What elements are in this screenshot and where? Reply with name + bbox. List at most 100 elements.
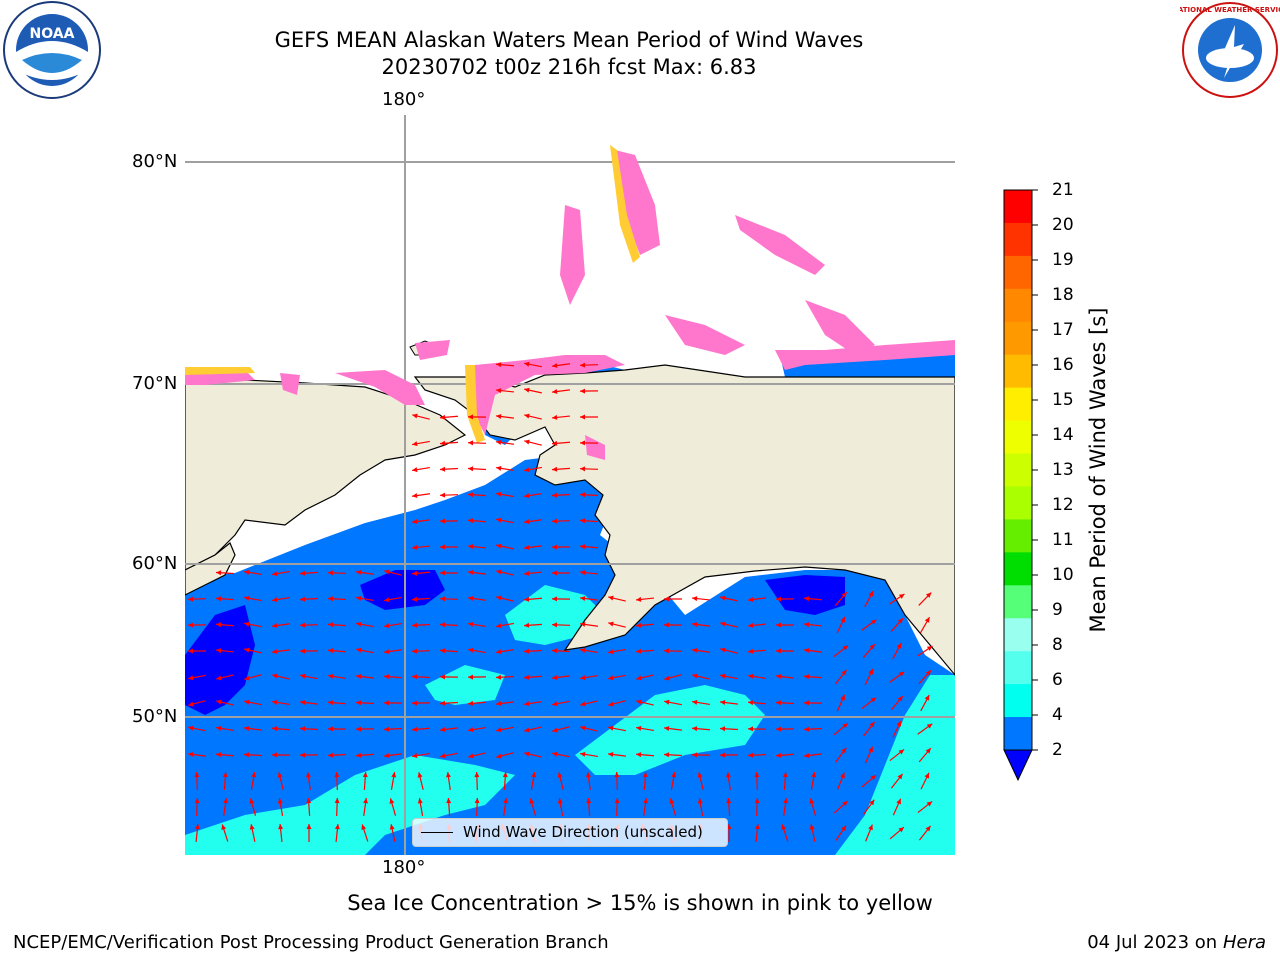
wind-arrow-head <box>870 697 877 703</box>
wind-arrow-head <box>552 363 558 369</box>
wind-arrow-head <box>754 772 760 778</box>
wind-arrow-head <box>636 699 642 705</box>
wind-arrow-head <box>468 700 474 706</box>
wind-arrow-head <box>244 752 250 758</box>
wind-arrow-head <box>496 649 502 655</box>
map-legend: Wind Wave Direction (unscaled) <box>412 818 728 847</box>
ocean-4-6-south <box>185 755 515 855</box>
wind-arrow-head <box>811 772 817 778</box>
wind-arrow-head <box>417 798 423 804</box>
graticule <box>185 115 955 855</box>
wind-arrow-head <box>552 518 558 524</box>
wind-arrow-head <box>552 701 558 707</box>
colorbar-tick-label: 12 <box>1052 495 1074 515</box>
wind-arrow-head <box>524 361 530 367</box>
wind-arrow-head <box>272 752 278 758</box>
wind-arrow-head <box>221 824 227 830</box>
wind-arrow-head <box>216 725 222 731</box>
wind-arrow-head <box>529 798 535 804</box>
colorbar <box>1003 189 1038 782</box>
wind-arrow-head <box>664 596 669 602</box>
wind-arrow-head <box>748 752 754 758</box>
wind-arrow-head <box>440 753 446 759</box>
wind-arrow-head <box>356 726 362 732</box>
wind-arrow-head <box>720 726 726 732</box>
wind-arrow-head <box>216 648 222 654</box>
wind-arrow-head <box>552 751 558 757</box>
wind-arrow-head <box>278 824 284 830</box>
wind-arrow-head <box>328 570 334 576</box>
wind-arrow-head <box>925 670 932 676</box>
wind-arrow-head <box>636 596 642 602</box>
wind-arrow-head <box>924 772 930 779</box>
wind-arrow-head <box>720 647 726 653</box>
wind-arrow-head <box>496 569 502 575</box>
wind-arrow-head <box>841 747 847 754</box>
wind-arrow-head <box>664 752 670 758</box>
wind-arrow-head <box>925 825 931 832</box>
wind-arrow-head <box>748 622 754 628</box>
colorbar-tick-label: 2 <box>1052 740 1063 760</box>
lat-label-60: 60°N <box>132 553 178 574</box>
wind-arrow-head <box>580 492 586 498</box>
wind-arrow-head <box>356 595 362 601</box>
wind-arrow-head <box>188 675 194 681</box>
wind-arrow-head <box>277 798 283 804</box>
wind-arrow-head <box>926 801 933 807</box>
wind-arrow-head <box>552 466 558 472</box>
wind-arrow-head <box>328 596 334 602</box>
wind-arrow-head <box>580 725 586 731</box>
wind-arrow-head <box>608 595 614 601</box>
wind-arrow-head <box>188 596 194 602</box>
wind-arrow-head <box>362 772 368 778</box>
wind-arrow-head <box>502 772 508 778</box>
wind-arrow-head <box>608 621 614 627</box>
wind-arrow-head <box>580 647 586 653</box>
wind-arrow-head <box>334 824 340 830</box>
wind-arrow-head <box>496 753 502 759</box>
wind-arrow-head <box>496 465 502 471</box>
wind-arrow-head <box>496 727 502 733</box>
wind-arrow-head <box>412 648 418 654</box>
wind-arrow-head <box>898 827 904 833</box>
wind-arrow-head <box>412 544 418 550</box>
colorbar-segment <box>1004 354 1032 389</box>
wind-arrow-head <box>804 596 810 602</box>
wind-arrow-head <box>898 593 905 599</box>
wind-arrow-head <box>216 622 222 628</box>
wind-arrow-head <box>468 621 474 627</box>
wind-arrow-head <box>924 617 930 623</box>
wind-arrow-head <box>781 824 787 830</box>
colorbar-segment <box>1004 222 1032 257</box>
wind-arrow-head <box>524 439 530 445</box>
wind-arrow-head <box>697 772 703 778</box>
wind-arrow-head <box>531 772 537 778</box>
legend-line-swatch <box>421 832 453 833</box>
colorbar-segment <box>1004 552 1032 586</box>
wind-arrow-head <box>776 752 782 758</box>
wind-arrow-head <box>748 597 754 602</box>
wind-arrow-head <box>328 726 334 732</box>
noaa-logo: NOAA <box>3 1 101 99</box>
wind-arrow-head <box>446 798 452 804</box>
wind-arrow-head <box>188 622 194 628</box>
wind-arrow-head <box>524 751 530 757</box>
wind-arrow-head <box>924 695 930 701</box>
wind-arrow-head <box>356 674 362 679</box>
wind-arrow-head <box>496 543 502 549</box>
wind-arrow-head <box>776 700 782 706</box>
wind-arrow-head <box>608 752 614 757</box>
wind-arrow-head <box>869 799 875 806</box>
colorbar-tick-label: 18 <box>1052 285 1074 305</box>
colorbar-tick-label: 8 <box>1052 635 1063 655</box>
wind-arrow-head <box>445 772 451 778</box>
wind-arrow-head <box>841 825 847 832</box>
wind-arrow-head <box>334 798 340 804</box>
wind-arrow-head <box>580 388 586 394</box>
wind-arrow-head <box>754 798 760 804</box>
wind-arrow-head <box>412 467 418 473</box>
wind-arrow-head <box>580 701 586 707</box>
wind-arrow-head <box>194 824 200 830</box>
wind-arrow-head <box>363 798 369 804</box>
legend-entry-label: Wind Wave Direction (unscaled) <box>463 823 703 841</box>
